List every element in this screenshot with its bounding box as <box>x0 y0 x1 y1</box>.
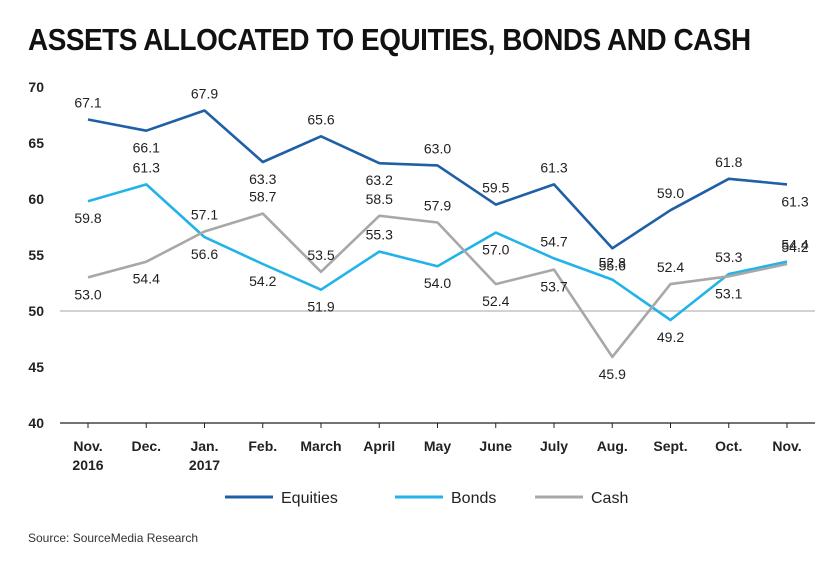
data-label-bonds: 56.6 <box>191 246 218 262</box>
data-label-bonds: 49.2 <box>657 329 684 345</box>
series-line-bonds <box>87 183 788 322</box>
y-tick-label: 70 <box>28 79 44 95</box>
data-label-cash: 52.4 <box>657 259 684 275</box>
x-tick-label: 2016 <box>72 457 103 473</box>
data-label-equities: 61.8 <box>715 154 742 170</box>
x-tick-label: Oct. <box>715 438 742 454</box>
legend-label-equities: Equities <box>281 490 338 507</box>
x-tick-label: 2017 <box>189 457 220 473</box>
data-label-bonds: 53.3 <box>715 249 742 265</box>
data-label-equities: 67.9 <box>191 86 218 102</box>
legend: Equities Bonds Cash <box>225 490 628 507</box>
data-label-equities: 61.3 <box>540 159 567 175</box>
x-tick-label: Sept. <box>653 438 687 454</box>
data-label-bonds: 51.9 <box>307 299 334 315</box>
legend-label-bonds: Bonds <box>451 490 496 507</box>
data-label-cash: 53.1 <box>715 285 742 301</box>
data-label-cash: 53.0 <box>74 286 101 302</box>
data-label-equities: 55.6 <box>599 257 626 273</box>
data-label-equities: 63.0 <box>424 140 451 156</box>
data-label-cash: 57.1 <box>191 206 218 222</box>
data-label-cash: 54.2 <box>781 239 808 255</box>
data-label-cash: 58.7 <box>249 189 276 205</box>
x-tick-label: March <box>300 438 341 454</box>
data-label-bonds: 54.2 <box>249 273 276 289</box>
data-label-bonds: 55.3 <box>366 227 393 243</box>
data-label-equities: 65.6 <box>307 111 334 127</box>
y-tick-label: 65 <box>28 135 44 151</box>
data-label-bonds: 59.8 <box>74 210 101 226</box>
data-label-cash: 52.4 <box>482 293 509 309</box>
x-tick-label: Aug. <box>597 438 628 454</box>
series-line-equities <box>87 109 788 250</box>
series-line-cash <box>87 212 788 359</box>
data-label-bonds: 54.0 <box>424 275 451 291</box>
data-label-bonds: 54.4 <box>781 237 808 253</box>
chart-title: ASSETS ALLOCATED TO EQUITIES, BONDS AND … <box>28 22 751 57</box>
data-label-cash: 53.5 <box>307 247 334 263</box>
x-tick-label: Feb. <box>248 438 277 454</box>
data-label-cash: 54.4 <box>133 271 160 287</box>
data-label-cash: 45.9 <box>599 366 626 382</box>
data-label-equities: 63.3 <box>249 171 276 187</box>
legend-label-cash: Cash <box>591 490 628 507</box>
data-label-cash: 53.7 <box>540 279 567 295</box>
y-tick-label: 55 <box>28 247 44 263</box>
data-label-bonds: 57.0 <box>482 242 509 258</box>
x-tick-label: July <box>540 438 568 454</box>
data-label-equities: 61.3 <box>781 193 808 209</box>
axis-layer: 40 45 50 55 60 65 70 Nov. 2016 Dec. Jan. 2017 Feb. Ma… <box>28 79 815 473</box>
data-label-equities: 66.1 <box>133 140 160 156</box>
data-label-cash: 58.5 <box>366 191 393 207</box>
data-label-equities: 59.0 <box>657 185 684 201</box>
y-tick-label: 40 <box>28 415 44 431</box>
y-tick-label: 45 <box>28 359 44 375</box>
y-tick-label: 60 <box>28 191 44 207</box>
x-tick-label: April <box>363 438 395 454</box>
data-label-equities: 63.2 <box>366 172 393 188</box>
x-tick-label: May <box>424 438 451 454</box>
data-label-bonds: 54.7 <box>540 233 567 249</box>
data-label-cash: 57.9 <box>424 198 451 214</box>
series-layer <box>87 109 788 359</box>
x-tick-label: Nov. <box>772 438 801 454</box>
data-label-bonds: 52.8 <box>599 255 626 271</box>
y-tick-label: 50 <box>28 303 44 319</box>
data-label-equities: 67.1 <box>74 94 101 110</box>
source-note: Source: SourceMedia Research <box>28 531 199 545</box>
data-label-equities: 59.5 <box>482 180 509 196</box>
data-label-bonds: 61.3 <box>133 159 160 175</box>
x-tick-label: June <box>479 438 512 454</box>
x-tick-label: Nov. <box>73 438 102 454</box>
x-tick-label: Jan. <box>190 438 218 454</box>
x-tick-label: Dec. <box>131 438 161 454</box>
data-label-layer: 67.1 66.1 67.9 63.3 65.6 63.2 63.0 59.5 61.3 55.6… <box>74 86 808 382</box>
